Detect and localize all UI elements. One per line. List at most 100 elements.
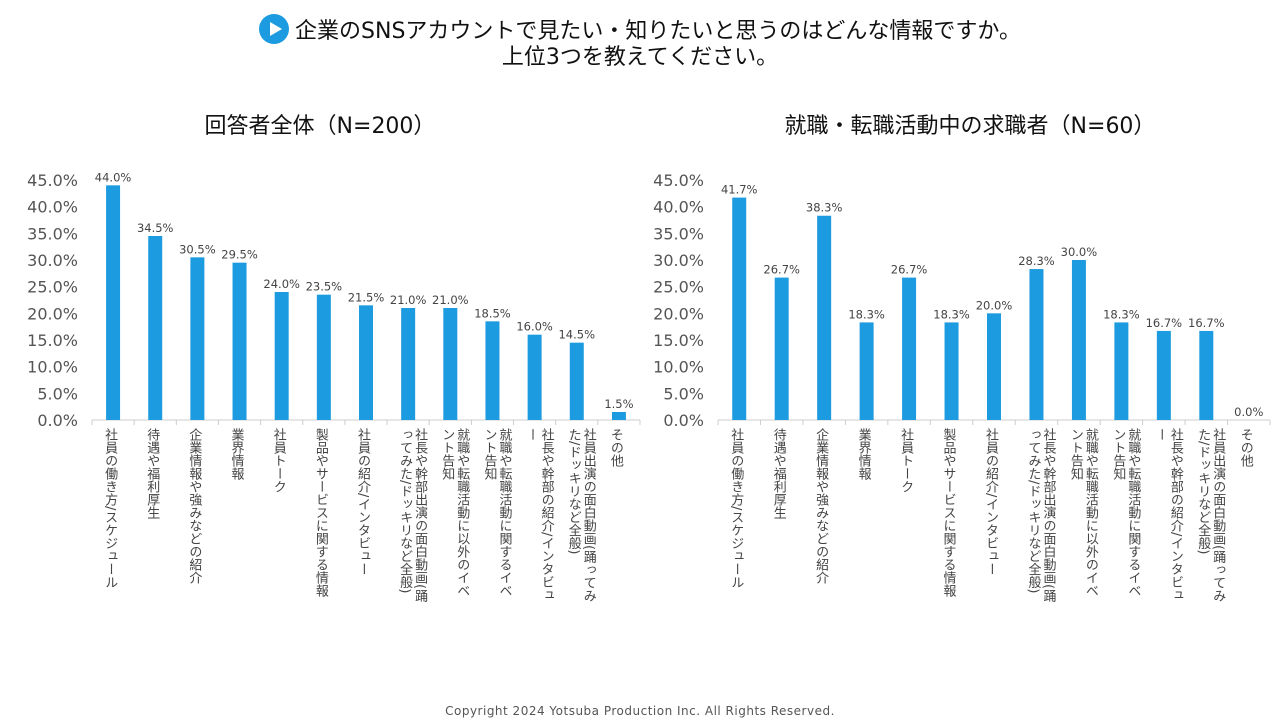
y-tick-label: 35.0% xyxy=(27,224,78,243)
bar xyxy=(611,412,626,420)
bar xyxy=(190,257,205,420)
data-label: 28.3% xyxy=(1018,254,1055,268)
data-label: 1.5% xyxy=(604,397,633,411)
data-label: 21.5% xyxy=(348,290,385,304)
chart-title-jobseekers: 就職・転職活動中の求職者（N=60） xyxy=(784,114,1156,139)
data-label: 0.0% xyxy=(1234,405,1263,419)
x-category-label: 就職や転職活動に関するイベント告知 xyxy=(1110,428,1141,597)
x-category-label: 就職や転職活動に関するイベント告知 xyxy=(481,428,512,597)
y-tick-label: 35.0% xyxy=(653,224,704,243)
x-category-label: 社員出演の面白動画(踊ってみた/ドッキリなど全般) xyxy=(1195,428,1226,603)
bar xyxy=(148,236,163,420)
x-category-label: 業界情報 xyxy=(228,428,244,480)
question-line-1: 企業のSNSアカウントで見たい・知りたいと思うのはどんな情報ですか。 xyxy=(295,19,1021,44)
bar xyxy=(1156,330,1171,420)
x-category-label: 業界情報 xyxy=(855,428,871,480)
bar xyxy=(232,262,247,420)
data-label: 34.5% xyxy=(137,221,174,235)
data-label: 18.3% xyxy=(848,307,885,321)
bar xyxy=(1071,260,1086,420)
data-label: 23.5% xyxy=(306,280,343,294)
bar xyxy=(401,308,416,420)
y-tick-label: 30.0% xyxy=(27,251,78,270)
bar xyxy=(987,313,1001,420)
data-label: 44.0% xyxy=(95,170,132,184)
y-tick-label: 20.0% xyxy=(27,304,78,323)
bar xyxy=(1114,322,1129,420)
data-label: 21.0% xyxy=(432,293,469,307)
x-category-label: 社員トーク xyxy=(898,428,914,493)
data-label: 18.3% xyxy=(1103,307,1140,321)
y-tick-label: 10.0% xyxy=(653,358,704,377)
x-category-label: 社員の紹介/インタビュー xyxy=(355,428,370,576)
y-tick-label: 45.0% xyxy=(653,171,704,190)
bar xyxy=(106,185,121,420)
data-label: 18.5% xyxy=(474,306,511,320)
x-category-label: 社長や幹部の紹介/インタビュー xyxy=(1152,428,1183,602)
bar xyxy=(902,277,917,420)
x-category-label: 社員の働き方/スケジュール xyxy=(728,428,744,589)
bar xyxy=(485,321,500,420)
y-tick-label: 5.0% xyxy=(663,384,704,403)
bar xyxy=(774,277,789,420)
bar xyxy=(527,334,542,420)
x-category-label: 待遇や福利厚生 xyxy=(770,428,786,519)
x-category-label: 製品やサービスに関する情報 xyxy=(940,428,956,597)
y-tick-label: 45.0% xyxy=(27,171,78,190)
y-tick-label: 15.0% xyxy=(653,331,704,350)
y-tick-label: 25.0% xyxy=(653,278,704,297)
x-category-label: 就職や転職活動に以外のイベント告知 xyxy=(1067,428,1098,597)
x-category-label: その他 xyxy=(1237,428,1253,467)
bar xyxy=(359,305,373,420)
bar xyxy=(732,197,747,420)
y-tick-label: 5.0% xyxy=(37,384,78,403)
bar xyxy=(1199,330,1214,420)
data-label: 29.5% xyxy=(221,248,258,262)
x-category-label: 社員トーク xyxy=(270,428,286,493)
x-category-label: 社員出演の面白動画(踊ってみた/ドッキリなど全般) xyxy=(565,428,596,603)
data-label: 18.3% xyxy=(933,307,970,321)
bar xyxy=(443,308,458,420)
x-category-label: 社長や幹部出演の面白動画(踊ってみた/ドッキリなど全般) xyxy=(397,428,428,603)
data-label: 14.5% xyxy=(558,328,595,342)
y-tick-label: 20.0% xyxy=(653,304,704,323)
x-category-label: 社長や幹部の紹介/インタビュー xyxy=(523,428,554,602)
y-tick-label: 25.0% xyxy=(27,278,78,297)
chart-title-all: 回答者全体（N=200） xyxy=(204,114,436,139)
x-category-label: 製品やサービスに関する情報 xyxy=(312,428,328,597)
data-label: 20.0% xyxy=(976,298,1013,312)
data-label: 30.5% xyxy=(179,242,216,256)
y-tick-label: 0.0% xyxy=(37,411,78,430)
bar xyxy=(859,322,874,420)
y-tick-label: 15.0% xyxy=(27,331,78,350)
x-category-label: 企業情報や強みなどの紹介 xyxy=(186,428,202,584)
data-label: 41.7% xyxy=(721,183,758,197)
bar xyxy=(569,342,584,420)
bar xyxy=(274,292,289,420)
data-label: 26.7% xyxy=(763,263,800,277)
question-line-2: 上位3つを教えてください。 xyxy=(501,45,779,70)
y-tick-label: 0.0% xyxy=(663,411,704,430)
data-label: 21.0% xyxy=(390,293,427,307)
data-label: 16.7% xyxy=(1146,316,1183,330)
x-category-label: 社員の紹介/インタビュー xyxy=(983,428,998,576)
play-icon xyxy=(259,14,290,44)
bar xyxy=(1029,269,1044,420)
y-tick-label: 10.0% xyxy=(27,358,78,377)
bar xyxy=(316,294,331,420)
y-tick-label: 30.0% xyxy=(653,251,704,270)
bar xyxy=(944,322,959,420)
x-category-label: 企業情報や強みなどの紹介 xyxy=(813,428,829,584)
y-tick-label: 40.0% xyxy=(27,198,78,217)
x-category-label: 就職や転職活動に以外のイベント告知 xyxy=(439,428,470,597)
x-category-label: 社長や幹部出演の面白動画(踊ってみた/ドッキリなど全般) xyxy=(1025,428,1056,603)
data-label: 38.3% xyxy=(806,201,843,215)
copyright: Copyright 2024 Yotsuba Production Inc. A… xyxy=(445,704,835,718)
data-label: 30.0% xyxy=(1061,245,1098,259)
x-category-label: その他 xyxy=(607,428,623,467)
data-label: 24.0% xyxy=(263,277,300,291)
data-label: 16.0% xyxy=(516,320,553,334)
data-label: 26.7% xyxy=(891,263,928,277)
